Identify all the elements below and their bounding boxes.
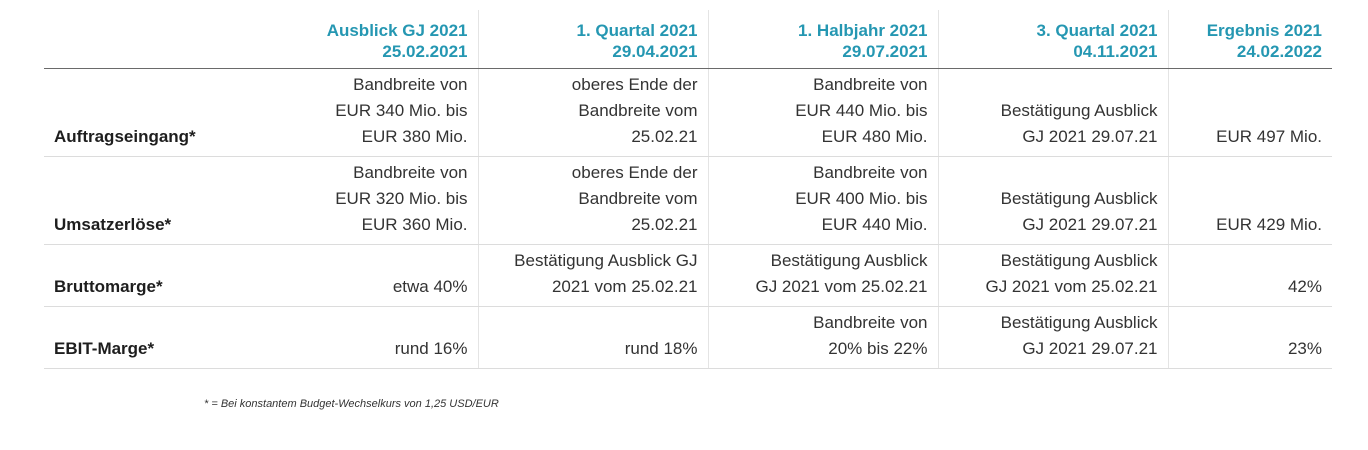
column-header-outlook: Ausblick GJ 2021 25.02.2021 [274,10,478,69]
cell-line: Bestätigung Ausblick [770,251,928,270]
table-cell: oberes Ende der Bandbreite vom 25.02.21 [477,68,708,157]
table-row-auftragseingang: Auftragseingang* Bandbreite von EUR 340 … [44,68,1332,157]
table-cell: rund 16% [274,306,478,369]
cell-line: EUR 360 Mio. [361,215,468,234]
cell-line: EUR 400 Mio. bis [795,189,928,208]
cell-line: GJ 2021 29.07.21 [1022,127,1158,146]
cell-line: EUR 440 Mio. bis [795,101,928,120]
table-cell: Bestätigung Ausblick GJ 2021 vom 25.02.2… [477,244,708,307]
table-cell: Bandbreite von 20% bis 22% [707,306,938,369]
footnote: * = Bei konstantem Budget-Wechselkurs vo… [204,398,499,410]
cell-line: Bestätigung Ausblick [1000,313,1158,332]
table-row-bruttomarge: Bruttomarge* etwa 40% Bestätigung Ausbli… [44,244,1332,307]
table-cell: oberes Ende der Bandbreite vom 25.02.21 [477,156,708,245]
cell-line: EUR 429 Mio. [1216,215,1322,234]
table-cell: Bestätigung Ausblick GJ 2021 29.07.21 [937,306,1168,369]
column-header-date: 25.02.2021 [382,42,468,61]
table-cell: EUR 497 Mio. [1167,68,1332,157]
column-header-h1: 1. Halbjahr 2021 29.07.2021 [707,10,938,69]
cell-line: EUR 320 Mio. bis [335,189,468,208]
table-row-umsatzerloese: Umsatzerlöse* Bandbreite von EUR 320 Mio… [44,156,1332,245]
table-cell: Bandbreite von EUR 340 Mio. bis EUR 380 … [274,68,478,157]
cell-line: 23% [1287,339,1322,358]
cell-line: EUR 480 Mio. [821,127,928,146]
row-label: Umsatzerlöse* [44,156,274,245]
table-cell: etwa 40% [274,244,478,307]
row-label: Bruttomarge* [44,244,274,307]
cell-line: 20% bis 22% [828,339,928,358]
column-header-q3: 3. Quartal 2021 04.11.2021 [937,10,1168,69]
column-header-date: 29.07.2021 [842,42,928,61]
cell-line: rund 18% [624,339,698,358]
cell-line: etwa 40% [392,277,468,296]
cell-line: GJ 2021 vom 25.02.21 [755,277,928,296]
cell-line: GJ 2021 29.07.21 [1022,215,1158,234]
cell-line: oberes Ende der [571,163,698,182]
column-header-title: Ausblick GJ 2021 [326,21,468,40]
column-header-date: 04.11.2021 [1073,42,1158,61]
cell-line: Bandbreite von [813,163,928,182]
guidance-table: Ausblick GJ 2021 25.02.2021 1. Quartal 2… [44,10,1332,369]
cell-line: EUR 380 Mio. [361,127,468,146]
cell-line: 42% [1287,277,1322,296]
cell-line: Bandbreite von [353,163,468,182]
cell-line: Bandbreite von [813,313,928,332]
table-row-ebit-marge: EBIT-Marge* rund 16% rund 18% Bandbreite… [44,306,1332,369]
cell-line: Bestätigung Ausblick GJ [514,251,698,270]
column-header-title: Ergebnis 2021 [1206,21,1322,40]
cell-line: oberes Ende der [571,75,698,94]
column-header-title: 1. Quartal 2021 [576,21,698,40]
table-cell: 23% [1167,306,1332,369]
cell-line: Bandbreite vom [578,189,698,208]
cell-line: Bandbreite von [353,75,468,94]
table-cell: Bestätigung Ausblick GJ 2021 29.07.21 [937,68,1168,157]
row-label: EBIT-Marge* [44,306,274,369]
column-header-title: 1. Halbjahr 2021 [798,21,928,40]
table-cell: Bandbreite von EUR 440 Mio. bis EUR 480 … [707,68,938,157]
cell-line: GJ 2021 29.07.21 [1022,339,1158,358]
cell-line: Bandbreite von [813,75,928,94]
cell-line: Bestätigung Ausblick [1000,251,1158,270]
cell-line: rund 16% [394,339,468,358]
header-empty-cell [44,10,274,69]
cell-line: EUR 440 Mio. [821,215,928,234]
cell-line: GJ 2021 vom 25.02.21 [985,277,1158,296]
column-header-title: 3. Quartal 2021 [1036,21,1158,40]
table-cell: rund 18% [477,306,708,369]
column-header-date: 24.02.2022 [1236,42,1322,61]
cell-line: Bandbreite vom [578,101,698,120]
column-header-result: Ergebnis 2021 24.02.2022 [1167,10,1332,69]
table-cell: Bestätigung Ausblick GJ 2021 vom 25.02.2… [937,244,1168,307]
table-cell: Bandbreite von EUR 320 Mio. bis EUR 360 … [274,156,478,245]
row-label: Auftragseingang* [44,68,274,157]
table-cell: Bestätigung Ausblick GJ 2021 vom 25.02.2… [707,244,938,307]
guidance-table-container: Ausblick GJ 2021 25.02.2021 1. Quartal 2… [44,10,1332,369]
cell-line: 25.02.21 [631,215,698,234]
cell-line: EUR 340 Mio. bis [335,101,468,120]
column-header-date: 29.04.2021 [612,42,698,61]
table-cell: 42% [1167,244,1332,307]
cell-line: EUR 497 Mio. [1216,127,1322,146]
cell-line: Bestätigung Ausblick [1000,189,1158,208]
table-cell: Bandbreite von EUR 400 Mio. bis EUR 440 … [707,156,938,245]
table-cell: EUR 429 Mio. [1167,156,1332,245]
column-header-q1: 1. Quartal 2021 29.04.2021 [477,10,708,69]
cell-line: 2021 vom 25.02.21 [551,277,698,296]
cell-line: Bestätigung Ausblick [1000,101,1158,120]
cell-line: 25.02.21 [631,127,698,146]
header-row: Ausblick GJ 2021 25.02.2021 1. Quartal 2… [44,10,1332,69]
table-cell: Bestätigung Ausblick GJ 2021 29.07.21 [937,156,1168,245]
